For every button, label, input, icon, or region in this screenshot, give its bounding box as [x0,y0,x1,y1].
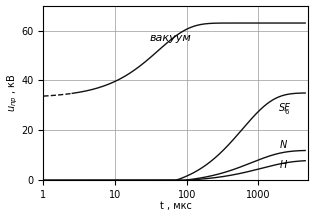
Text: 6: 6 [284,109,289,115]
Text: N: N [280,140,287,150]
Text: H: H [280,160,287,170]
Text: SF: SF [279,103,291,113]
X-axis label: t , мкс: t , мкс [160,201,192,211]
Y-axis label: $u_{пр}$ , кВ: $u_{пр}$ , кВ [6,74,20,112]
Text: вакуум: вакуум [150,33,192,43]
